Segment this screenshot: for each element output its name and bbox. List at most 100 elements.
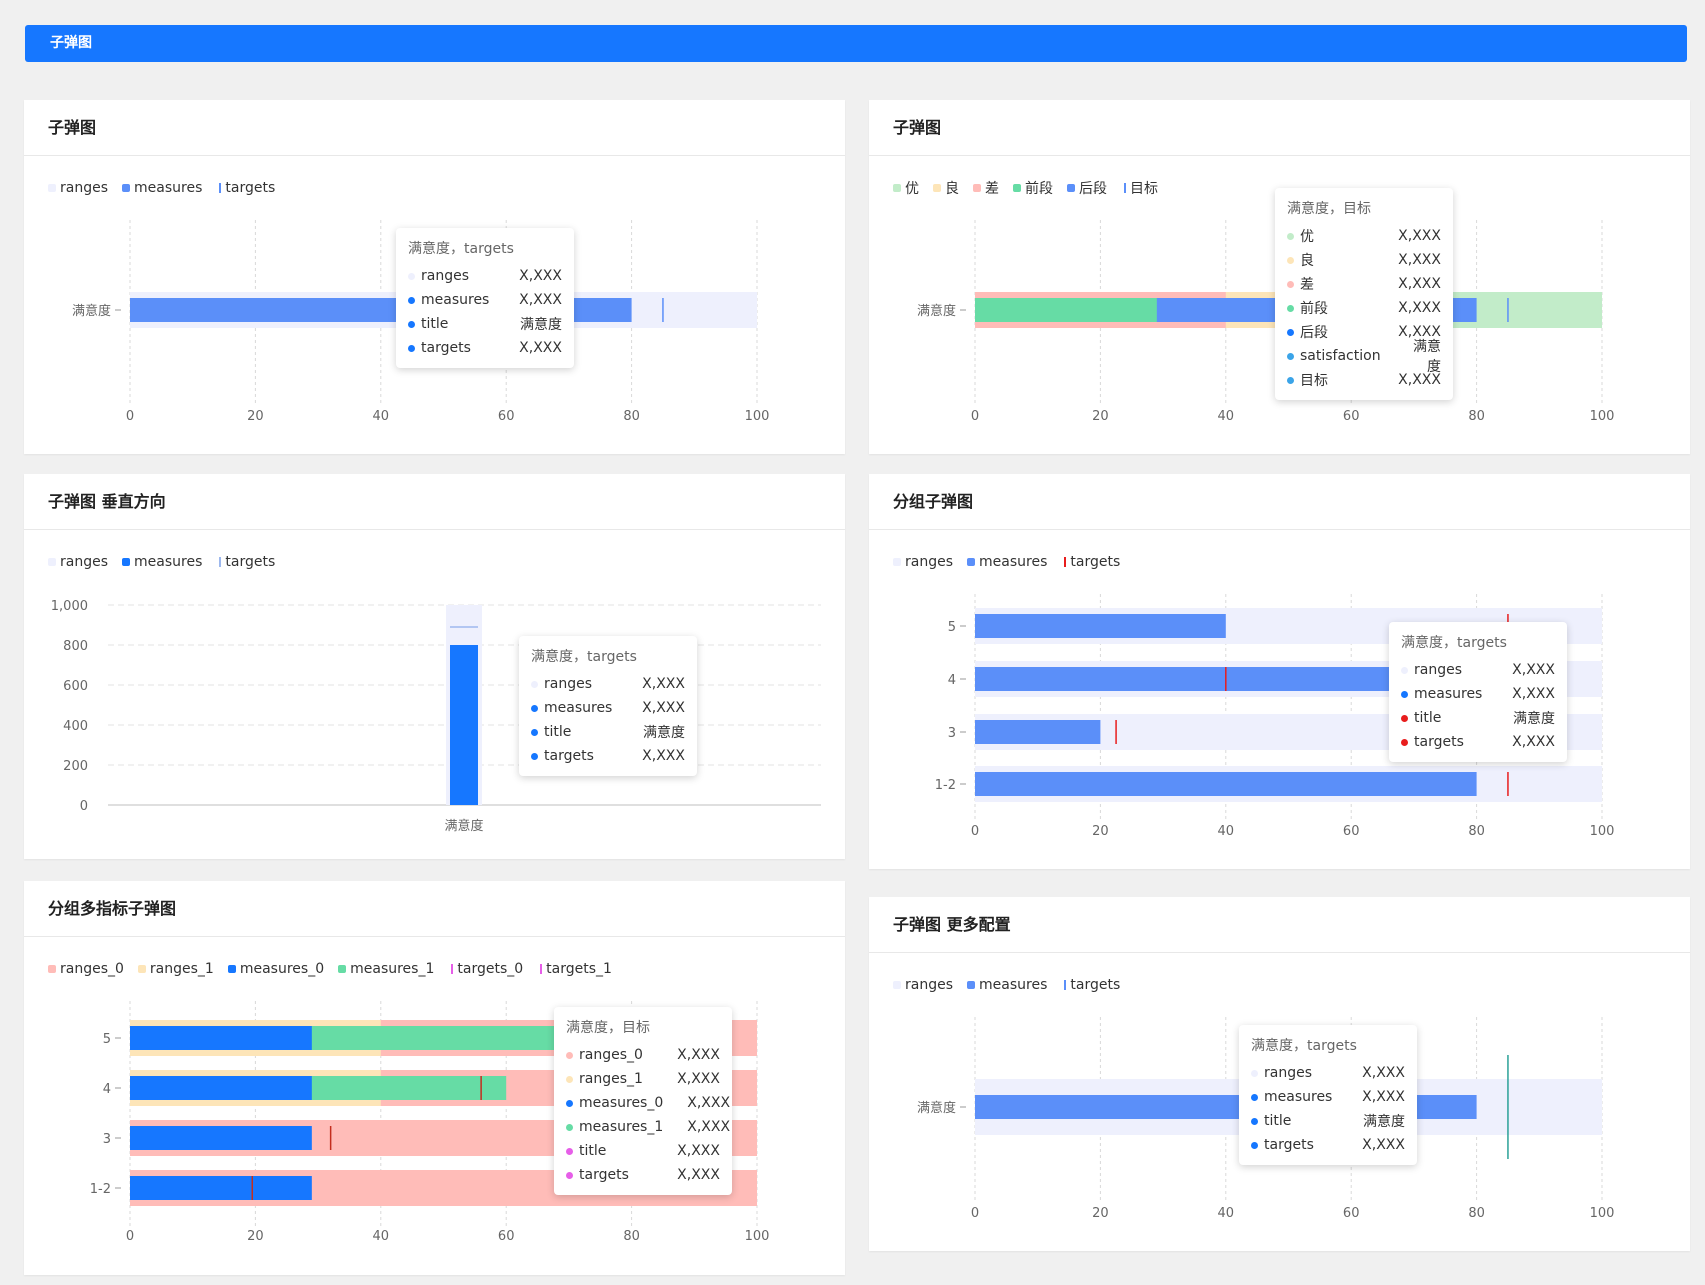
tooltip-marker [1287, 376, 1294, 384]
y-tick-label: 600 [63, 679, 88, 694]
legend-item-后段[interactable]: 后段 [1067, 178, 1107, 198]
tooltip-value: X,XXX [677, 1143, 720, 1159]
legend-item-良[interactable]: 良 [933, 178, 959, 198]
x-tick-label: 80 [1468, 409, 1485, 424]
legend-label: ranges_0 [60, 961, 124, 977]
tooltip-name: 良 [1300, 253, 1314, 269]
category-label: 1-2 [90, 1182, 111, 1197]
legend-item-targets[interactable]: targets [1061, 977, 1120, 993]
x-tick-label: 60 [498, 409, 515, 424]
legend-label: measures [979, 554, 1048, 570]
tooltip-name: 目标 [1300, 373, 1328, 389]
top-banner: 子弹图 [25, 25, 1687, 62]
category-label: 满意度 [444, 818, 483, 834]
legend-label: measures [979, 977, 1048, 993]
tooltip-row: targets X,XXX [531, 744, 685, 768]
x-tick-label: 40 [1218, 409, 1235, 424]
tooltip-marker [531, 704, 538, 712]
tooltip-marker [1401, 690, 1408, 698]
x-tick-label: 20 [247, 1229, 264, 1244]
tooltip-value: X,XXX [519, 340, 562, 356]
legend-item-measures[interactable]: measures [122, 180, 202, 196]
legend-item-targets_1[interactable]: targets_1 [537, 961, 612, 977]
legend-item-measures[interactable]: measures [122, 554, 202, 570]
tooltip-value: X,XXX [1398, 324, 1441, 340]
x-tick-label: 80 [1468, 1206, 1485, 1221]
legend-item-ranges[interactable]: ranges [893, 977, 953, 993]
legend-item-ranges_1[interactable]: ranges_1 [137, 961, 214, 977]
legend-label: ranges [60, 180, 109, 196]
tooltip-marker [1401, 714, 1408, 722]
chart-legend: ranges measures targets [48, 178, 289, 198]
category-label: 4 [103, 1082, 111, 1097]
legend-item-targets[interactable]: targets [1061, 554, 1120, 570]
tooltip-title: 满意度，targets [1401, 635, 1507, 651]
legend-item-ranges[interactable]: ranges [893, 554, 953, 570]
legend-item-targets[interactable]: targets [216, 554, 275, 570]
legend-marker [973, 184, 981, 192]
category-label: 满意度 [72, 303, 111, 319]
tooltip-name: title [421, 316, 449, 332]
legend-item-ranges[interactable]: ranges [48, 180, 108, 196]
tooltip-marker [408, 344, 415, 352]
tooltip-name: 前段 [1300, 301, 1328, 317]
legend-marker [967, 558, 976, 566]
y-tick-label: 0 [80, 799, 88, 814]
legend-label: measures_1 [350, 961, 435, 977]
legend-item-targets_0[interactable]: targets_0 [448, 961, 523, 977]
tooltip-name: title [1414, 710, 1442, 726]
tooltip-row: 前段 X,XXX [1287, 296, 1441, 320]
tooltip-value: X,XXX [519, 268, 562, 284]
bullet-chart: 0 20 40 60 80 100 5 4 3 1-2 [935, 594, 1615, 839]
legend-item-measures[interactable]: measures [967, 977, 1047, 993]
tooltip-marker [566, 1147, 573, 1155]
legend-marker [1124, 183, 1126, 193]
tooltip-row: title 满意度 [531, 720, 685, 744]
legend-item-ranges[interactable]: ranges [48, 554, 108, 570]
legend-item-ranges_0[interactable]: ranges_0 [48, 961, 124, 977]
tooltip-name: measures_1 [579, 1119, 664, 1135]
tooltip-name: measures_0 [579, 1095, 664, 1111]
tooltip-value: X,XXX [687, 1095, 731, 1111]
x-tick-label: 0 [126, 409, 134, 424]
tooltip-marker [531, 752, 538, 760]
tooltip-value: X,XXX [677, 1167, 720, 1183]
chart-tooltip: 满意度，targets ranges X,XXX measures X,XXX title… [1389, 622, 1567, 762]
tooltip-marker [1287, 256, 1294, 264]
legend-item-优[interactable]: 优 [893, 178, 919, 198]
tooltip-name: 差 [1300, 277, 1314, 293]
legend-item-targets[interactable]: targets [216, 180, 275, 196]
tooltip-row: 差 X,XXX [1287, 272, 1441, 296]
legend-label: targets_1 [546, 961, 612, 977]
bullet-chart: 0 200 400 600 800 1,000 满意度 [51, 599, 821, 834]
tooltip-value: X,XXX [1362, 1065, 1405, 1081]
legend-item-measures[interactable]: measures [967, 554, 1047, 570]
legend-item-目标[interactable]: 目标 [1121, 178, 1158, 198]
tooltip-marker [1287, 328, 1294, 336]
legend-item-measures_0[interactable]: measures_0 [227, 961, 324, 977]
tooltip-marker [1287, 352, 1294, 360]
tooltip-marker [531, 680, 538, 688]
tooltip-name: targets [1414, 734, 1464, 750]
x-tick-label: 80 [1468, 824, 1485, 839]
tooltip-name: title [544, 724, 572, 740]
legend-item-前段[interactable]: 前段 [1013, 178, 1053, 198]
chart-legend: 优 良 差 前段 后段 目标 [893, 178, 1172, 198]
panel-bullet-segments: 子弹图 优良差前段 后段 目标 0 20 40 60 80 100 满意度 满意度，目标优 X,X… [869, 100, 1690, 454]
legend-label: ranges_1 [149, 961, 214, 977]
legend-label: targets [1070, 977, 1121, 993]
x-tick-label: 100 [1590, 824, 1615, 839]
panel-title: 子弹图 [24, 100, 845, 156]
tooltip-marker [566, 1051, 573, 1059]
tooltip-value: X,XXX [642, 676, 685, 692]
tooltip-name: 后段 [1300, 325, 1328, 341]
legend-item-measures_1[interactable]: measures_1 [338, 961, 434, 977]
bullet-chart: 0 20 40 60 80 100 5 4 3 1-2 [90, 1001, 769, 1244]
legend-label: ranges [60, 554, 109, 570]
legend-item-差[interactable]: 差 [973, 178, 999, 198]
tooltip-title: 满意度，目标 [1287, 201, 1371, 217]
legend-marker [219, 557, 222, 567]
legend-label: 目标 [1130, 181, 1158, 197]
tooltip-marker [1287, 280, 1294, 288]
tooltip-row: title 满意度 [1251, 1109, 1405, 1133]
